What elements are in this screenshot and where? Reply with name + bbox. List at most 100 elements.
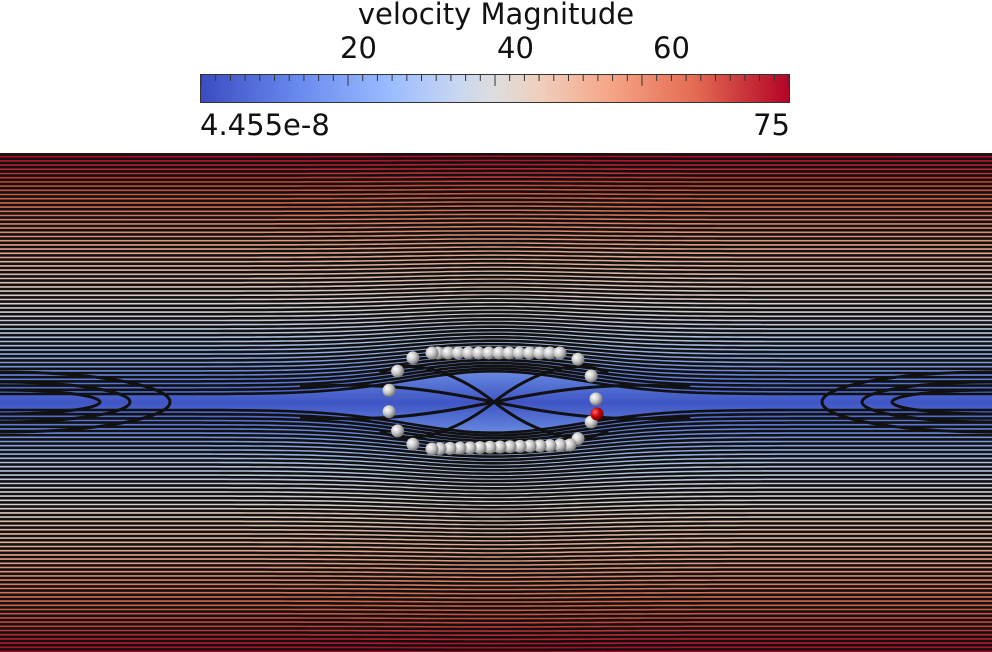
streamline (0, 211, 992, 215)
streamline (0, 467, 992, 479)
particle-bead (382, 405, 396, 419)
streamline (0, 295, 992, 303)
streamline (0, 239, 992, 245)
particle-bead (425, 442, 439, 456)
streamline (0, 417, 992, 440)
streamline (0, 538, 992, 545)
streamline (0, 247, 992, 253)
particle-bead (391, 424, 405, 438)
particle-bead (482, 346, 496, 360)
streamline (0, 589, 992, 593)
streamline (0, 206, 992, 211)
streamline (0, 421, 992, 443)
streamline (0, 332, 992, 345)
legend-gradient-bar (200, 74, 790, 103)
streamline (0, 585, 992, 589)
particle-bead (571, 352, 585, 366)
streamline (0, 618, 992, 622)
streamline (0, 263, 992, 270)
streamline (0, 622, 992, 627)
particle-bead (543, 346, 557, 360)
streamline (0, 463, 992, 476)
streamline (0, 291, 992, 299)
particle-bead (553, 438, 567, 452)
streamline (0, 412, 992, 437)
streamline (0, 165, 992, 169)
legend-tick-40: 40 (497, 31, 534, 65)
streamline (0, 564, 992, 569)
streamline (0, 271, 992, 278)
streamline (0, 601, 992, 606)
particle-bead (382, 383, 396, 397)
streamline (0, 198, 992, 203)
particle-bead (441, 346, 455, 360)
streamline (0, 231, 992, 236)
streamlines (0, 153, 992, 652)
streamline (0, 513, 992, 521)
streamline (0, 643, 992, 647)
recirculation-loop (820, 370, 992, 434)
particle-bead (584, 369, 598, 383)
particle-bead (472, 346, 486, 360)
streamline (0, 364, 992, 387)
flow-visualization (0, 153, 992, 652)
particle-bead (483, 440, 497, 454)
streamline (0, 182, 992, 186)
streamline (0, 177, 992, 182)
streamline (0, 517, 992, 525)
particle-bead (563, 438, 577, 452)
streamline (0, 459, 992, 472)
streamline (0, 475, 992, 486)
streamline (0, 318, 992, 329)
streamline (0, 438, 992, 455)
streamline (0, 287, 992, 295)
streamline (0, 606, 992, 610)
particle-bead (533, 346, 547, 360)
streamline (0, 639, 992, 643)
recirculation-loop (890, 388, 992, 416)
recirculation-streamlines (0, 364, 992, 440)
streamline (0, 299, 992, 308)
legend-title: velocity Magnitude (357, 0, 635, 31)
separatrix-line (299, 400, 691, 421)
streamline (0, 342, 992, 358)
streamline (0, 328, 992, 341)
particle-bead (453, 441, 467, 455)
streamline (0, 227, 992, 232)
recirculation-loop (860, 380, 992, 424)
particle-bead (513, 439, 527, 453)
streamline (0, 471, 992, 483)
streamline (0, 492, 992, 501)
streamline (0, 614, 992, 618)
streamline (0, 555, 992, 561)
streamline (0, 306, 992, 316)
streamline (0, 243, 992, 249)
streamline (0, 215, 992, 219)
streamline (0, 631, 992, 635)
particle-bead (425, 346, 439, 360)
streamline (0, 627, 992, 631)
particle-bead (503, 440, 517, 454)
streamline (0, 310, 992, 320)
particle-bead (462, 346, 475, 360)
streamline (0, 219, 992, 224)
streamline (0, 572, 992, 577)
streamline (0, 480, 992, 490)
streamline (0, 321, 992, 333)
streamline (0, 235, 992, 240)
particle-bead (406, 437, 420, 451)
streamline (0, 275, 992, 282)
streamline (0, 593, 992, 598)
particle-bead (391, 364, 405, 378)
streamline (0, 161, 992, 165)
streamline (0, 314, 992, 324)
streamline (0, 496, 992, 505)
streamline (0, 488, 992, 498)
particle-bead (493, 440, 507, 454)
streamline (0, 202, 992, 207)
streamline (0, 190, 992, 194)
streamline (0, 526, 992, 533)
streamline (0, 339, 992, 354)
streamline (0, 534, 992, 541)
color-legend: velocity Magnitude 20 40 60 4.455e-8 75 (0, 0, 992, 150)
